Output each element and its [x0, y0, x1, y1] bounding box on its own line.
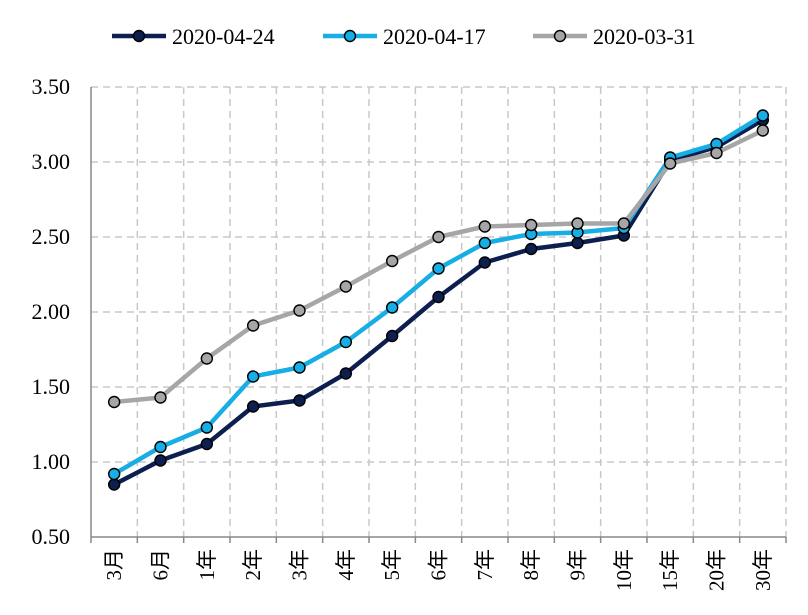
- data-point: [385, 254, 399, 268]
- y-tick-label: 1.00: [32, 449, 71, 474]
- data-point: [524, 218, 538, 232]
- x-tick-label: 7年: [473, 549, 497, 581]
- data-point: [756, 124, 770, 137]
- legend-item-1: 2020-04-17: [323, 24, 486, 49]
- data-point: [478, 220, 492, 233]
- data-point: [293, 361, 306, 374]
- y-tick-label: 0.50: [32, 524, 71, 549]
- data-point: [663, 157, 677, 170]
- data-point: [385, 301, 399, 314]
- data-point: [571, 217, 584, 230]
- data-point: [293, 394, 306, 407]
- data-point: [571, 236, 584, 250]
- data-point: [246, 370, 260, 383]
- legend: 2020-04-24 2020-04-17 2020-03-31: [112, 24, 696, 49]
- x-tick-label: 15年: [658, 549, 682, 591]
- data-point: [385, 329, 399, 343]
- y-tick-label: 3.50: [32, 74, 71, 99]
- x-tick-label: 8年: [519, 549, 543, 581]
- x-tick-label: 10年: [612, 549, 636, 591]
- data-point: [246, 400, 260, 413]
- x-tick-label: 6月: [149, 549, 173, 581]
- x-tick-label: 3年: [288, 549, 312, 581]
- legend-label: 2020-03-31: [593, 24, 696, 49]
- series-2: [107, 124, 770, 409]
- data-point: [246, 319, 260, 332]
- data-point: [154, 440, 167, 454]
- data-point: [339, 280, 353, 293]
- x-tick-label: 20年: [705, 549, 729, 591]
- x-tick-label: 30年: [751, 549, 775, 591]
- x-tick-label: 2年: [241, 549, 265, 581]
- y-tick-label: 2.50: [32, 224, 71, 249]
- data-point: [200, 352, 214, 365]
- x-tick-label: 9年: [566, 549, 590, 581]
- data-point: [432, 262, 445, 275]
- legend-item-0: 2020-04-24: [112, 24, 275, 49]
- x-tick-label: 4年: [334, 549, 358, 581]
- legend-swatch-marker: [343, 29, 357, 43]
- x-tick-label: 1年: [195, 549, 219, 581]
- data-point: [154, 391, 167, 404]
- y-tick-label: 2.00: [32, 299, 71, 324]
- legend-label: 2020-04-24: [172, 24, 275, 49]
- data-point: [432, 290, 445, 304]
- data-point: [478, 256, 492, 269]
- legend-item-2: 2020-03-31: [533, 24, 696, 49]
- data-point: [339, 335, 353, 349]
- x-tick-label: 6年: [427, 549, 451, 581]
- data-point: [756, 109, 770, 122]
- legend-label: 2020-04-17: [383, 24, 486, 49]
- data-point: [710, 146, 723, 160]
- data-point: [107, 467, 121, 481]
- legend-swatch-marker: [553, 29, 567, 43]
- y-tick-label: 1.50: [32, 374, 71, 399]
- data-point: [200, 421, 214, 434]
- data-point: [154, 454, 167, 467]
- data-point: [200, 437, 214, 451]
- data-point: [293, 304, 306, 317]
- axes: 0.50 1.00 1.50 2.00 2.50 3.00 3.50 3月 6月 1年 2年 3年 4年…: [32, 74, 787, 591]
- data-point: [432, 230, 445, 244]
- y-tick-label: 3.00: [32, 149, 71, 174]
- series-0: [107, 113, 770, 491]
- data-point: [107, 478, 121, 491]
- data-point: [524, 242, 538, 256]
- data-point: [478, 236, 492, 250]
- legend-swatch-marker: [132, 29, 146, 43]
- data-point: [339, 367, 353, 380]
- data-point: [617, 217, 631, 230]
- x-tick-label: 3月: [102, 549, 126, 581]
- data-point: [107, 395, 121, 409]
- series-group: [107, 109, 770, 491]
- x-tick-label: 5年: [380, 549, 404, 581]
